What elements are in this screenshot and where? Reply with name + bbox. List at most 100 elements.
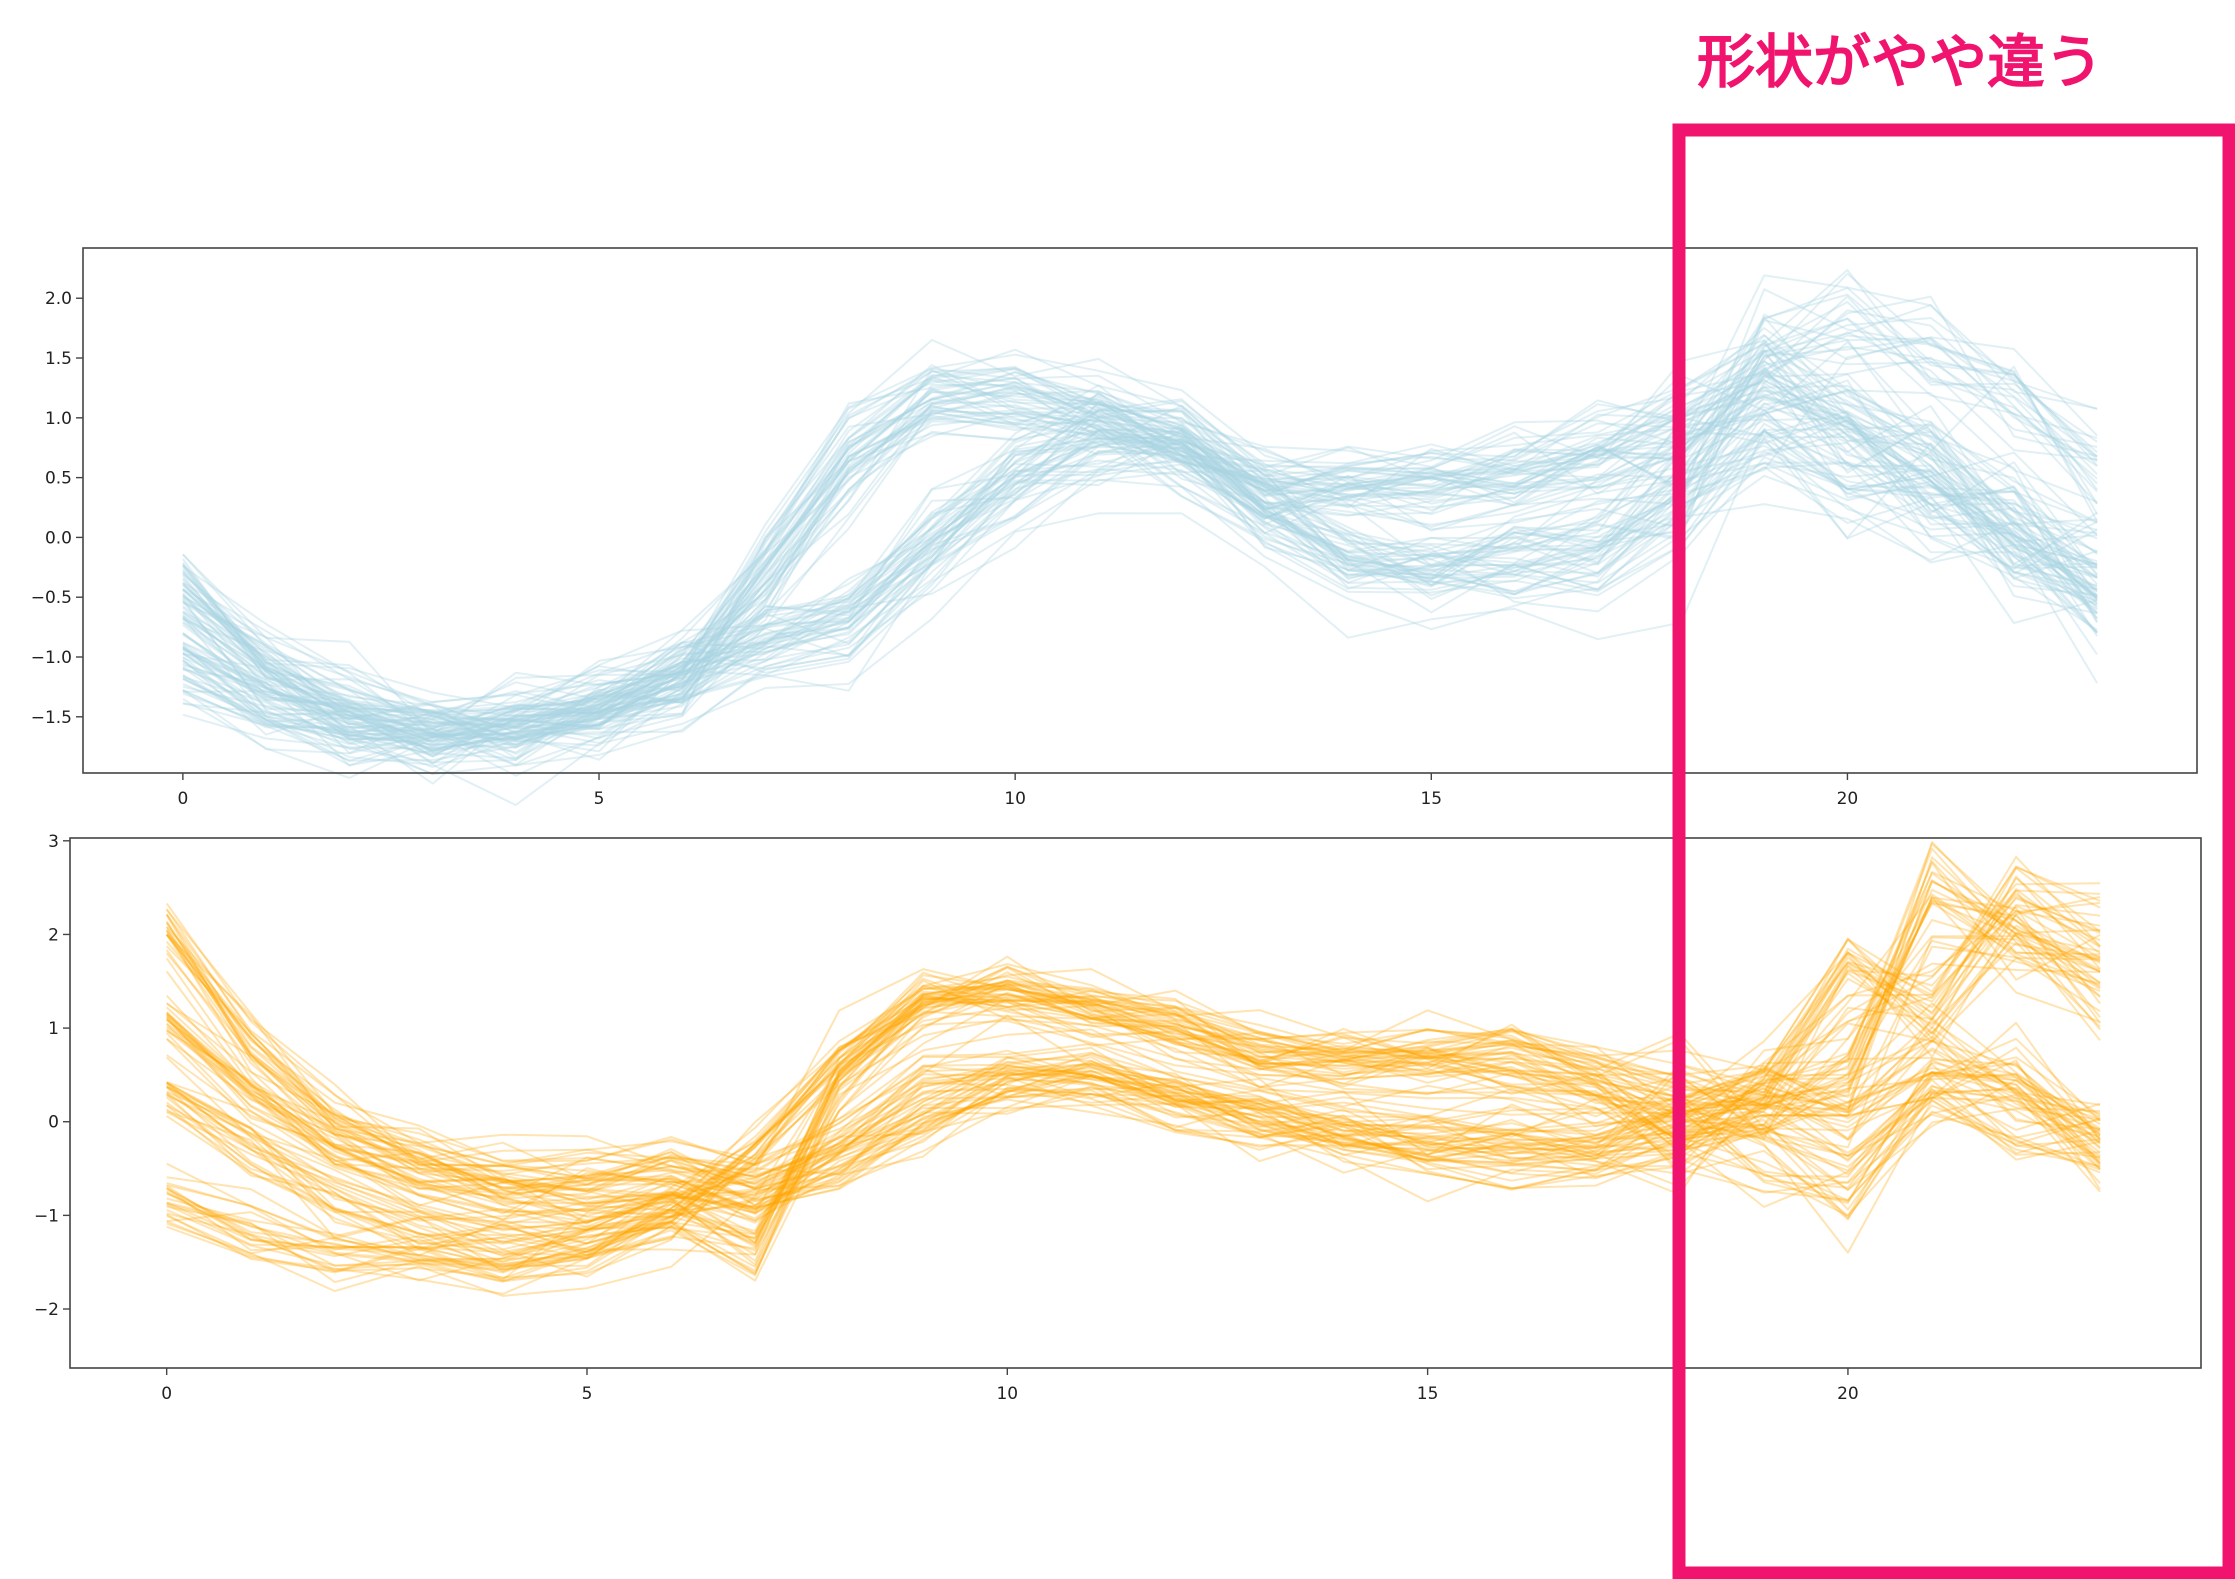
- series-line: [182, 337, 2098, 735]
- series-line: [182, 339, 2098, 744]
- series-line: [165, 882, 2101, 1179]
- series-line: [182, 389, 2098, 742]
- series-line: [182, 386, 2098, 739]
- series-line: [166, 896, 2101, 1228]
- series-line: [166, 879, 2101, 1185]
- series-line: [166, 997, 2101, 1282]
- series-line: [166, 1006, 2101, 1273]
- y-tick-label: 0.0: [45, 528, 72, 548]
- series-line: [182, 409, 2098, 704]
- series-line: [166, 991, 2101, 1256]
- series-line: [165, 932, 2101, 1200]
- series-line: [182, 372, 2098, 753]
- series-line: [182, 317, 2098, 715]
- series-line: [182, 370, 2098, 757]
- series-line: [166, 983, 2101, 1282]
- series-line: [166, 919, 2101, 1212]
- series-line: [182, 379, 2098, 750]
- series-line: [166, 888, 2101, 1197]
- series-line: [182, 337, 2098, 747]
- series-line: [182, 398, 2098, 758]
- series-line: [166, 1020, 2101, 1297]
- series-line: [166, 975, 2101, 1262]
- series-line: [165, 875, 2101, 1207]
- series-line: [182, 350, 2098, 714]
- series-line: [165, 909, 2101, 1186]
- series-line: [182, 269, 2098, 752]
- top-chart: 0 5 10 15 20 2.0 1.5 1.0 0.5 0.0 −0.5 −1.0 −1.5: [31, 247, 2198, 809]
- series-line: [182, 288, 2098, 730]
- series-line: [182, 373, 2098, 728]
- series-line: [165, 904, 2101, 1190]
- series-line: [182, 429, 2098, 714]
- series-line: [166, 879, 2101, 1193]
- series-line: [166, 966, 2101, 1246]
- series-line: [166, 1010, 2101, 1283]
- series-line: [182, 304, 2098, 718]
- x-tick-label: 15: [1417, 1384, 1439, 1404]
- series-line: [165, 929, 2101, 1215]
- series-line: [166, 992, 2101, 1282]
- series-line: [166, 936, 2101, 1209]
- y-tick-label: −1.0: [31, 648, 72, 668]
- series-line: [165, 889, 2101, 1189]
- y-axis: 2.0 1.5 1.0 0.5 0.0 −0.5 −1.0 −1.5: [31, 289, 83, 728]
- series-line: [182, 408, 2098, 733]
- series-line: [182, 428, 2098, 726]
- series-line: [182, 352, 2098, 737]
- series-line: [166, 981, 2101, 1274]
- x-axis: 0 5 10 15 20: [161, 1368, 1859, 1404]
- series-line: [166, 963, 2101, 1235]
- y-tick-label: −0.5: [31, 588, 72, 608]
- series-line: [182, 430, 2098, 754]
- series-line: [182, 317, 2098, 739]
- series-line: [182, 444, 2098, 727]
- series-line: [182, 429, 2098, 729]
- y-tick-label: −2: [34, 1300, 59, 1320]
- series-line: [182, 404, 2098, 756]
- series-line: [182, 430, 2098, 753]
- y-tick-label: 0: [48, 1113, 59, 1133]
- series-line: [166, 968, 2101, 1252]
- y-tick-label: −1: [34, 1206, 59, 1226]
- series-line: [182, 386, 2098, 762]
- series-line: [182, 437, 2098, 746]
- series-line: [182, 334, 2098, 754]
- series-line: [182, 376, 2098, 741]
- series-line: [182, 408, 2098, 738]
- series-lines: [165, 841, 2101, 1297]
- series-line: [182, 440, 2098, 764]
- series-line: [166, 984, 2101, 1281]
- y-axis: 3 2 1 0 −1 −2: [34, 832, 70, 1320]
- series-line: [182, 382, 2098, 733]
- series-line: [182, 447, 2098, 755]
- series-line: [166, 871, 2101, 1184]
- series-line: [166, 955, 2101, 1273]
- series-line: [182, 436, 2098, 746]
- series-line: [182, 272, 2098, 723]
- series-line: [182, 364, 2098, 720]
- series-line: [182, 374, 2098, 735]
- series-line: [166, 896, 2101, 1225]
- series-line: [166, 841, 2101, 1213]
- series-line: [182, 334, 2098, 744]
- series-line: [182, 313, 2098, 741]
- series-line: [182, 309, 2098, 761]
- series-line: [182, 367, 2098, 740]
- series-line: [166, 993, 2101, 1256]
- series-line: [166, 981, 2101, 1241]
- series-line: [166, 977, 2101, 1272]
- y-tick-label: 2: [48, 925, 59, 945]
- series-line: [182, 317, 2098, 728]
- series-line: [165, 896, 2101, 1181]
- series-line: [166, 1028, 2101, 1278]
- series-line: [182, 396, 2098, 777]
- series-line: [165, 913, 2101, 1232]
- series-line: [182, 349, 2098, 746]
- series-line: [165, 893, 2101, 1192]
- series-line: [182, 446, 2098, 764]
- series-line: [165, 902, 2101, 1211]
- series-line: [182, 286, 2098, 744]
- series-line: [182, 459, 2098, 762]
- series-line: [182, 371, 2098, 740]
